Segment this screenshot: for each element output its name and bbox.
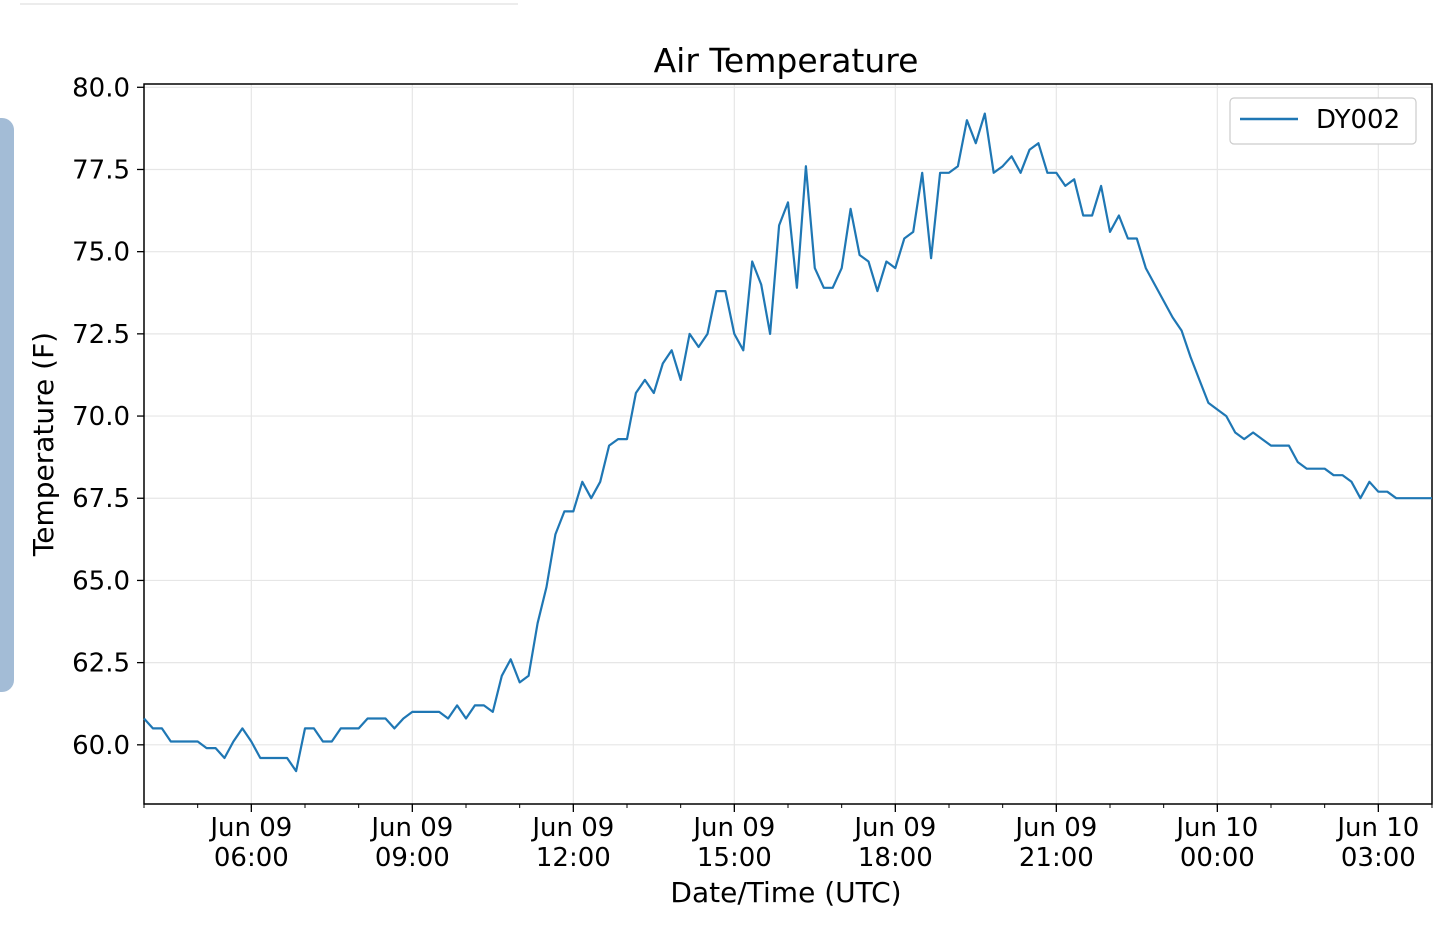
chart-title: Air Temperature [654, 41, 919, 80]
x-axis-label: Date/Time (UTC) [670, 876, 901, 909]
plot-frame [143, 83, 1433, 805]
x-tick-label-time: 09:00 [375, 843, 450, 873]
x-tick-label-date: Jun 09 [1013, 813, 1097, 843]
x-tick-label-time: 15:00 [697, 843, 772, 873]
series-line-dy002 [143, 112, 1432, 773]
x-tick-label-time: 00:00 [1180, 843, 1255, 873]
x-tick-label-time: 06:00 [214, 843, 289, 873]
y-tick-label: 62.5 [72, 649, 130, 679]
legend-box [1229, 97, 1417, 145]
x-tick-label-date: Jun 09 [691, 813, 775, 843]
legend-label: DY002 [1316, 105, 1400, 135]
x-tick-label-date: Jun 09 [208, 813, 292, 843]
y-tick-label: 65.0 [72, 566, 130, 596]
y-tick-label: 75.0 [72, 238, 130, 268]
x-tick-label-date: Jun 09 [852, 813, 936, 843]
x-tick-label-time: 21:00 [1019, 843, 1094, 873]
y-axis: 60.0 62.5 65.0 67.5 70.0 72.5 75.0 77.5 80.0 [72, 73, 144, 761]
x-tick-label-date: Jun 10 [1335, 813, 1419, 843]
series-layer [143, 112, 1432, 773]
x-tick-label-date: Jun 09 [530, 813, 614, 843]
legend: DY002 [1229, 97, 1417, 145]
x-tick-label-time: 12:00 [536, 843, 611, 873]
y-axis-label: Temperature (F) [27, 332, 60, 557]
y-tick-label: 77.5 [72, 155, 130, 185]
y-tick-label: 80.0 [72, 73, 130, 103]
x-tick-label-time: 03:00 [1341, 843, 1416, 873]
x-tick-label-date: Jun 10 [1174, 813, 1258, 843]
side-panel-tab[interactable] [0, 118, 14, 692]
x-tick-label-date: Jun 09 [369, 813, 453, 843]
grid [144, 84, 1432, 804]
y-tick-label: 72.5 [72, 320, 130, 350]
y-tick-label: 67.5 [72, 484, 130, 514]
y-tick-label: 70.0 [72, 402, 130, 432]
top-strip [20, 3, 518, 5]
y-tick-label: 60.0 [72, 731, 130, 761]
x-tick-label-time: 18:00 [858, 843, 933, 873]
